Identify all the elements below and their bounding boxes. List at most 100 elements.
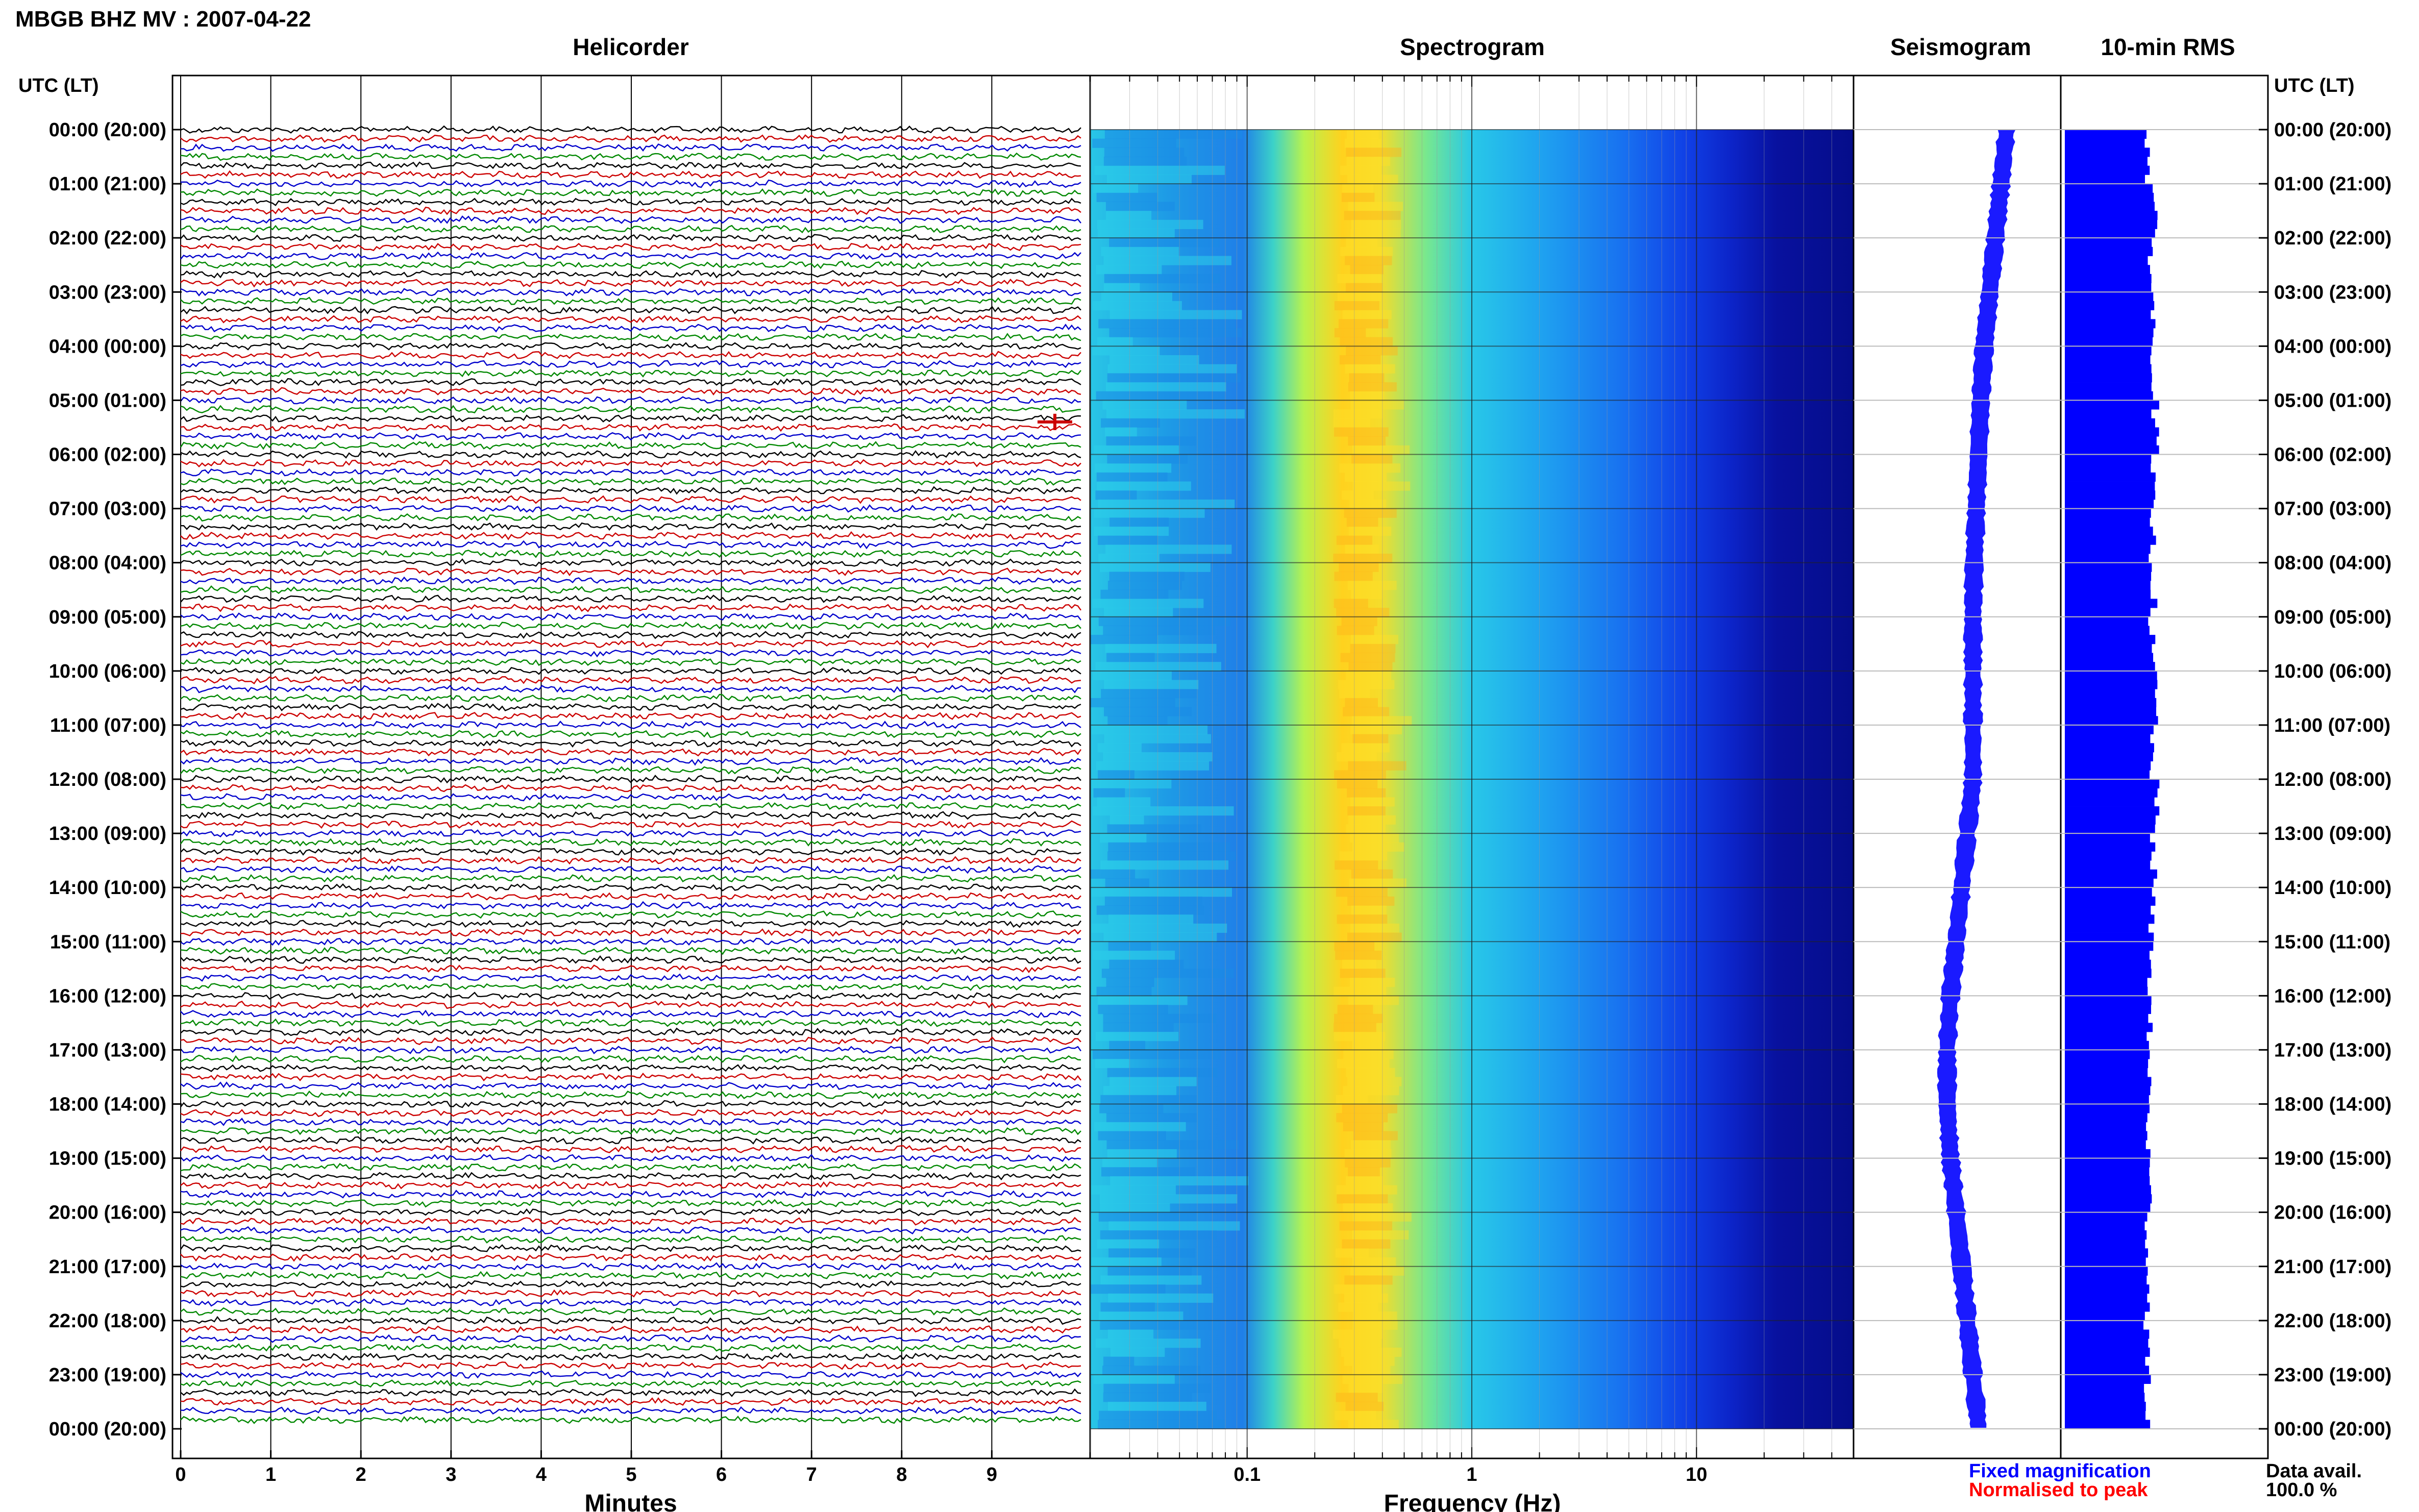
rms-bar xyxy=(2065,905,2151,915)
helicorder-trace xyxy=(180,1009,1081,1019)
rms-bar xyxy=(2065,328,2154,338)
helicorder-trace xyxy=(180,315,1081,324)
spectrogram-peak-band xyxy=(1350,1140,1391,1150)
spectrogram-lowfreq-band xyxy=(1099,1104,1164,1113)
helicorder-trace xyxy=(180,856,1081,865)
helicorder-trace xyxy=(180,1027,1081,1036)
spectrogram-lowfreq-band xyxy=(1097,481,1191,491)
spectrogram-lowfreq-band xyxy=(1104,147,1184,157)
left-time-header: UTC (LT) xyxy=(18,75,99,96)
rms-bar xyxy=(2065,599,2158,608)
helicorder-trace xyxy=(180,1154,1081,1162)
helicorder-trace xyxy=(180,1081,1081,1090)
spectrogram-lowfreq-band xyxy=(1104,680,1199,689)
spectrogram-peak-band xyxy=(1350,400,1404,410)
figure-title: MBGB BHZ MV : 2007-04-22 xyxy=(15,7,311,32)
spectrogram-lowfreq-band xyxy=(1108,1248,1196,1258)
helicorder-trace xyxy=(180,847,1081,856)
spectrogram-peak-band xyxy=(1337,626,1374,635)
spectrogram-lowfreq-band xyxy=(1099,1194,1238,1204)
time-label-left: 11:00 (07:00) xyxy=(50,715,166,736)
helicorder-xtick-label: 6 xyxy=(716,1464,727,1485)
spectrogram-lowfreq-band xyxy=(1109,815,1144,825)
helicorder-trace xyxy=(180,368,1081,378)
spectrogram-peak-band xyxy=(1350,725,1402,735)
spectrogram-lowfreq-band xyxy=(1092,1050,1221,1059)
helicorder-trace xyxy=(180,793,1081,802)
helicorder-trace xyxy=(180,757,1081,766)
rms-bar xyxy=(2065,1420,2151,1429)
helicorder-trace xyxy=(180,170,1081,179)
rms-bar xyxy=(2065,698,2157,707)
spectrogram-lowfreq-band xyxy=(1097,797,1151,807)
spectrogram-peak-band xyxy=(1351,869,1393,879)
spectrogram-lowfreq-band xyxy=(1106,409,1245,419)
spectrogram-peak-band xyxy=(1348,436,1386,446)
rms-bar xyxy=(2065,616,2149,626)
rms-bar xyxy=(2065,382,2152,392)
rms-bar xyxy=(2065,1356,2145,1366)
spectrogram-peak-band xyxy=(1352,1366,1391,1375)
time-label-left: 03:00 (23:00) xyxy=(49,282,166,303)
spectrogram-peak-band xyxy=(1353,1131,1398,1141)
spectrogram-peak-band xyxy=(1337,1005,1373,1014)
spectrogram-peak-band xyxy=(1350,265,1384,275)
spectrogram-peak-band xyxy=(1341,616,1377,626)
helicorder-trace xyxy=(180,1145,1081,1154)
helicorder-trace xyxy=(180,1001,1081,1009)
helicorder-trace xyxy=(180,1090,1081,1100)
spectrogram-xlabel: Frequency (Hz) xyxy=(1384,1490,1561,1512)
helicorder-xtick-label: 7 xyxy=(806,1464,817,1485)
spectrogram-lowfreq-band xyxy=(1093,184,1139,193)
spectrogram-peak-band xyxy=(1346,238,1377,247)
spectrogram-peak-band xyxy=(1352,734,1389,743)
helicorder-trace xyxy=(180,477,1081,486)
spectrogram-peak-band xyxy=(1337,1194,1388,1204)
spectrogram-peak-band xyxy=(1346,671,1392,681)
spectrogram-peak-band xyxy=(1341,743,1390,753)
spectrogram-peak-band xyxy=(1350,797,1395,807)
time-label-left: 02:00 (22:00) xyxy=(49,228,166,249)
time-label-right: 00:00 (20:00) xyxy=(2274,1419,2391,1440)
rms-bar xyxy=(2065,184,2153,193)
spectrogram-peak-band xyxy=(1352,842,1404,852)
spectrogram-lowfreq-band xyxy=(1093,1374,1175,1384)
spectrogram-lowfreq-band xyxy=(1098,1005,1168,1014)
spectrogram-peak-band xyxy=(1344,1158,1391,1168)
spectrogram-peak-band xyxy=(1339,463,1401,473)
spectrogram-lowfreq-band xyxy=(1107,851,1236,861)
time-label-left: 00:00 (20:00) xyxy=(49,1419,166,1440)
spectrogram-peak-band xyxy=(1348,526,1392,536)
helicorder-trace xyxy=(180,766,1081,775)
time-label-right: 07:00 (03:00) xyxy=(2274,499,2391,520)
rms-bar xyxy=(2065,1230,2147,1240)
helicorder-trace xyxy=(180,1325,1081,1334)
spectrogram-peak-band xyxy=(1334,301,1379,311)
spectrogram-lowfreq-band xyxy=(1096,986,1152,996)
rms-bar xyxy=(2065,689,2155,699)
rms-bar xyxy=(2065,246,2153,256)
helicorder-trace xyxy=(180,1046,1081,1055)
spectrogram-peak-band xyxy=(1347,896,1395,906)
time-label-left: 23:00 (19:00) xyxy=(49,1365,166,1386)
helicorder-trace xyxy=(180,459,1081,468)
helicorder-trace xyxy=(180,360,1081,368)
rms-bar xyxy=(2065,1347,2150,1357)
rms-bar xyxy=(2065,165,2150,175)
rms-frame xyxy=(2060,75,2269,1459)
spectrogram-lowfreq-band xyxy=(1109,328,1242,338)
rms-bar xyxy=(2065,1239,2145,1249)
spectrogram-lowfreq-band xyxy=(1095,1032,1179,1042)
helicorder-trace xyxy=(180,504,1081,513)
helicorder-trace xyxy=(180,1072,1081,1082)
rms-bar xyxy=(2065,355,2151,365)
rms-bar xyxy=(2065,1068,2148,1077)
spectrogram-lowfreq-band xyxy=(1109,572,1185,581)
spectrogram-peak-band xyxy=(1342,184,1373,193)
legend-normalised-to-peak: Normalised to peak xyxy=(1969,1479,2148,1501)
rms-bar xyxy=(2065,508,2151,518)
helicorder-trace xyxy=(180,928,1081,937)
helicorder-trace xyxy=(180,251,1081,260)
spectrogram-lowfreq-band xyxy=(1091,923,1227,933)
helicorder-trace xyxy=(180,414,1081,423)
